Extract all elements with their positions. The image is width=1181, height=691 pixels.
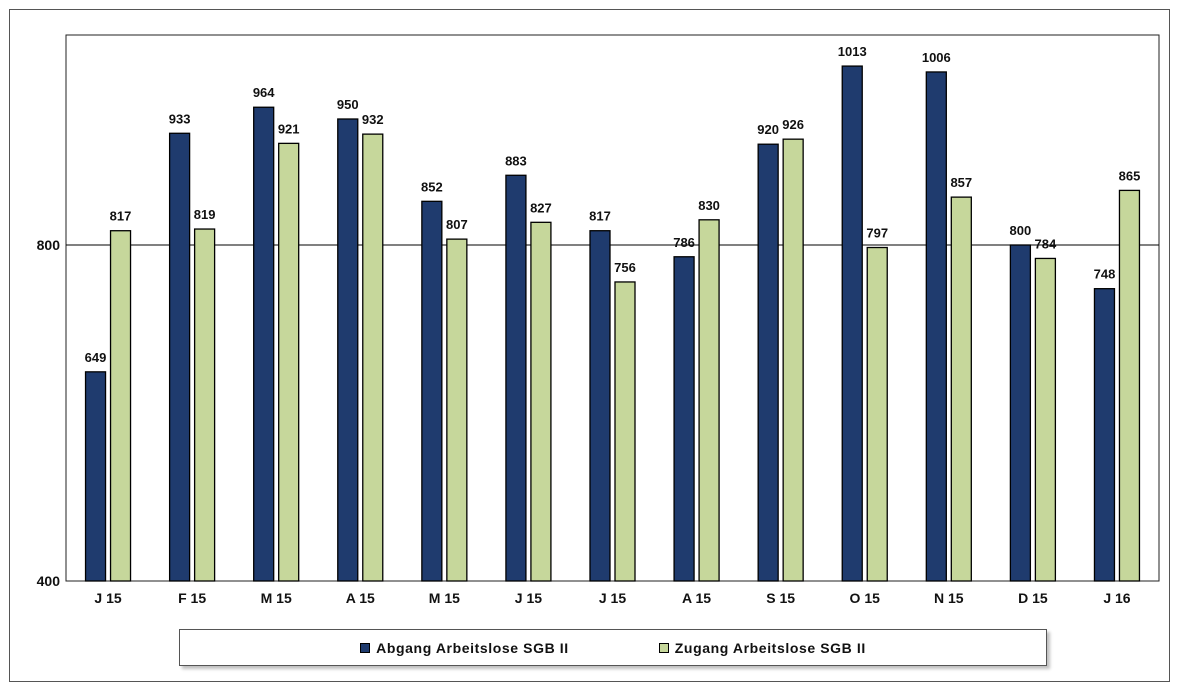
bar-abgang xyxy=(1009,244,1032,582)
x-tick-label: N 15 xyxy=(934,590,964,606)
bar-zugang xyxy=(950,196,972,582)
bar-zugang xyxy=(1118,189,1141,582)
data-label-zugang: 865 xyxy=(1119,168,1141,183)
x-tick-label: O 15 xyxy=(850,590,881,606)
legend-item-abgang: Abgang Arbeitslose SGB II xyxy=(360,640,569,656)
bar-abgang xyxy=(673,256,695,582)
data-label-zugang: 784 xyxy=(1035,236,1057,251)
legend-label-abgang: Abgang Arbeitslose SGB II xyxy=(376,639,569,656)
data-label-zugang: 932 xyxy=(362,112,384,127)
bar-abgang xyxy=(757,143,779,582)
bar-zugang xyxy=(866,246,888,582)
legend-swatch-abgang xyxy=(360,642,371,653)
data-label-zugang: 827 xyxy=(530,200,552,215)
bar-abgang xyxy=(505,174,527,582)
data-label-zugang: 817 xyxy=(110,209,132,224)
legend-swatch-zugang xyxy=(658,642,669,653)
data-label-abgang: 786 xyxy=(673,235,695,250)
data-label-zugang: 797 xyxy=(866,226,888,241)
bar-abgang xyxy=(925,71,947,582)
data-label-zugang: 921 xyxy=(278,121,300,136)
data-label-zugang: 756 xyxy=(614,260,636,275)
data-label-zugang: 830 xyxy=(698,198,720,213)
data-label-zugang: 819 xyxy=(194,207,216,222)
bar-zugang xyxy=(193,228,216,582)
bar-zugang xyxy=(698,219,720,582)
x-tick-label: D 15 xyxy=(1018,590,1048,606)
bar-zugang xyxy=(614,281,636,582)
x-tick-label: M 15 xyxy=(261,590,292,606)
bar-abgang xyxy=(589,230,611,582)
bar-abgang xyxy=(421,200,443,582)
data-label-zugang: 807 xyxy=(446,217,468,232)
bar-zugang xyxy=(782,138,804,582)
bar-zugang xyxy=(446,238,468,582)
x-tick-label: J 15 xyxy=(515,590,542,606)
data-label-abgang: 950 xyxy=(337,97,359,112)
x-tick-label: J 16 xyxy=(1103,590,1130,606)
y-tick-label: 400 xyxy=(37,573,61,589)
data-label-zugang: 926 xyxy=(782,117,804,132)
data-label-abgang: 964 xyxy=(253,85,275,100)
bar-abgang xyxy=(253,106,275,582)
data-label-abgang: 883 xyxy=(505,153,527,168)
bar-abgang xyxy=(1093,288,1116,582)
data-label-abgang: 817 xyxy=(589,209,611,224)
x-tick-label: M 15 xyxy=(429,590,460,606)
bar-abgang xyxy=(841,65,863,582)
data-label-abgang: 748 xyxy=(1094,267,1116,282)
data-label-abgang: 649 xyxy=(85,350,107,365)
data-label-abgang: 800 xyxy=(1010,223,1032,238)
bar-zugang xyxy=(530,221,552,582)
bar-abgang xyxy=(84,371,107,582)
x-tick-label: S 15 xyxy=(766,590,795,606)
data-label-abgang: 920 xyxy=(757,122,779,137)
data-label-abgang: 933 xyxy=(169,111,191,126)
y-tick-label: 800 xyxy=(37,237,61,253)
data-label-abgang: 852 xyxy=(421,179,443,194)
bar-zugang xyxy=(1034,257,1057,582)
legend: Abgang Arbeitslose SGB II Zugang Arbeits… xyxy=(179,629,1047,666)
x-tick-label: J 15 xyxy=(94,590,121,606)
x-tick-label: F 15 xyxy=(178,590,206,606)
x-tick-label: A 15 xyxy=(346,590,375,606)
bar-abgang xyxy=(337,118,359,582)
plot-area: 400 800 649 933 964 950 852 883 817 786 920 1013 100… xyxy=(37,34,1160,606)
x-tick-label: J 15 xyxy=(599,590,626,606)
data-label-zugang: 857 xyxy=(950,175,972,190)
x-tick-label: A 15 xyxy=(682,590,711,606)
data-label-abgang: 1006 xyxy=(922,50,951,65)
data-label-abgang: 1013 xyxy=(838,44,867,59)
legend-item-zugang: Zugang Arbeitslose SGB II xyxy=(658,639,866,656)
bar-zugang xyxy=(362,133,384,582)
bar-abgang xyxy=(168,132,191,582)
plot-border xyxy=(65,34,1160,582)
bar-zugang xyxy=(278,142,300,582)
legend-label-zugang: Zugang Arbeitslose SGB II xyxy=(674,639,866,656)
bar-zugang xyxy=(109,230,132,582)
